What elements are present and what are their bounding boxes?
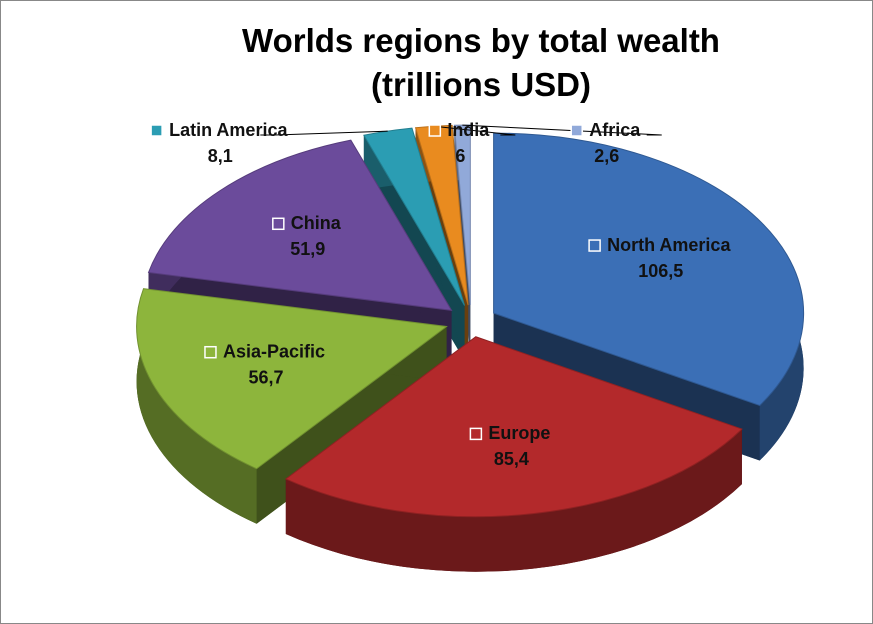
- slice-side: [285, 429, 742, 572]
- legend-marker: [469, 427, 483, 441]
- legend-marker: [272, 217, 285, 231]
- legend-marker: [204, 345, 217, 359]
- legend-marker: [588, 239, 601, 252]
- data-label-value: 56,7: [248, 367, 283, 387]
- legend-marker: [150, 124, 163, 137]
- leader-line: [433, 125, 516, 136]
- slice-top: [147, 139, 453, 312]
- legend-marker: [570, 124, 583, 137]
- slice-top: [136, 288, 448, 470]
- slice-top: [493, 132, 805, 407]
- legend-marker: [428, 124, 442, 137]
- data-label-name: Europe: [488, 423, 550, 443]
- data-label-value: 106,5: [638, 261, 683, 281]
- data-label-name: China: [291, 213, 342, 233]
- data-label-name: India: [447, 120, 490, 140]
- slice-top: [284, 336, 743, 518]
- data-label-value: 51,9: [290, 239, 325, 259]
- data-label-value: 8,1: [208, 146, 233, 166]
- leader-line: [260, 130, 388, 136]
- data-label-name: Africa: [589, 120, 641, 140]
- data-label-value: 6: [455, 146, 465, 166]
- data-label-value: 2,6: [594, 146, 619, 166]
- slice: [284, 336, 743, 572]
- data-label-value: 85,4: [494, 449, 529, 469]
- data-label-name: Latin America: [169, 120, 288, 140]
- chart-title: Worlds regions by total wealth (trillion…: [242, 22, 720, 103]
- slice-side: [136, 288, 257, 524]
- data-label-name: Asia-Pacific: [223, 341, 325, 361]
- data-label-name: North America: [607, 235, 731, 255]
- slice-top: [363, 127, 466, 306]
- leader-line: [462, 124, 662, 136]
